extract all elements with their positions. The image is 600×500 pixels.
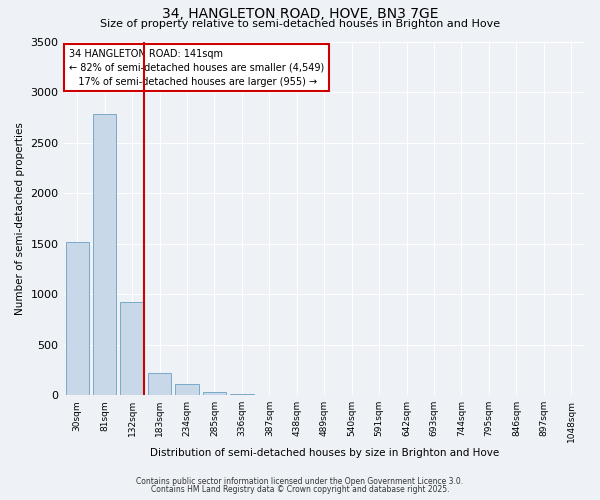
Text: Contains HM Land Registry data © Crown copyright and database right 2025.: Contains HM Land Registry data © Crown c… (151, 485, 449, 494)
Bar (93, 114, 116, 395)
Bar (175, 384, 199, 395)
Text: Contains public sector information licensed under the Open Government Licence 3.: Contains public sector information licen… (136, 478, 464, 486)
Bar (65, 242, 89, 395)
Text: Size of property relative to semi-detached houses in Brighton and Hove: Size of property relative to semi-detach… (100, 19, 500, 29)
Bar (230, 394, 254, 395)
Bar (121, 302, 144, 395)
X-axis label: Distribution of semi-detached houses by size in Brighton and Hove: Distribution of semi-detached houses by … (149, 448, 499, 458)
Bar (203, 392, 226, 395)
Text: 34 HANGLETON ROAD: 141sqm
← 82% of semi-detached houses are smaller (4,549)
   1: 34 HANGLETON ROAD: 141sqm ← 82% of semi-… (69, 48, 324, 86)
Text: 34, HANGLETON ROAD, HOVE, BN3 7GE: 34, HANGLETON ROAD, HOVE, BN3 7GE (162, 8, 438, 22)
Y-axis label: Number of semi-detached properties: Number of semi-detached properties (15, 122, 25, 314)
Bar (148, 374, 171, 395)
